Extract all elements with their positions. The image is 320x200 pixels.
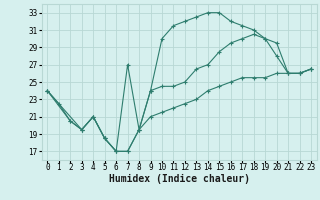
X-axis label: Humidex (Indice chaleur): Humidex (Indice chaleur)	[109, 174, 250, 184]
